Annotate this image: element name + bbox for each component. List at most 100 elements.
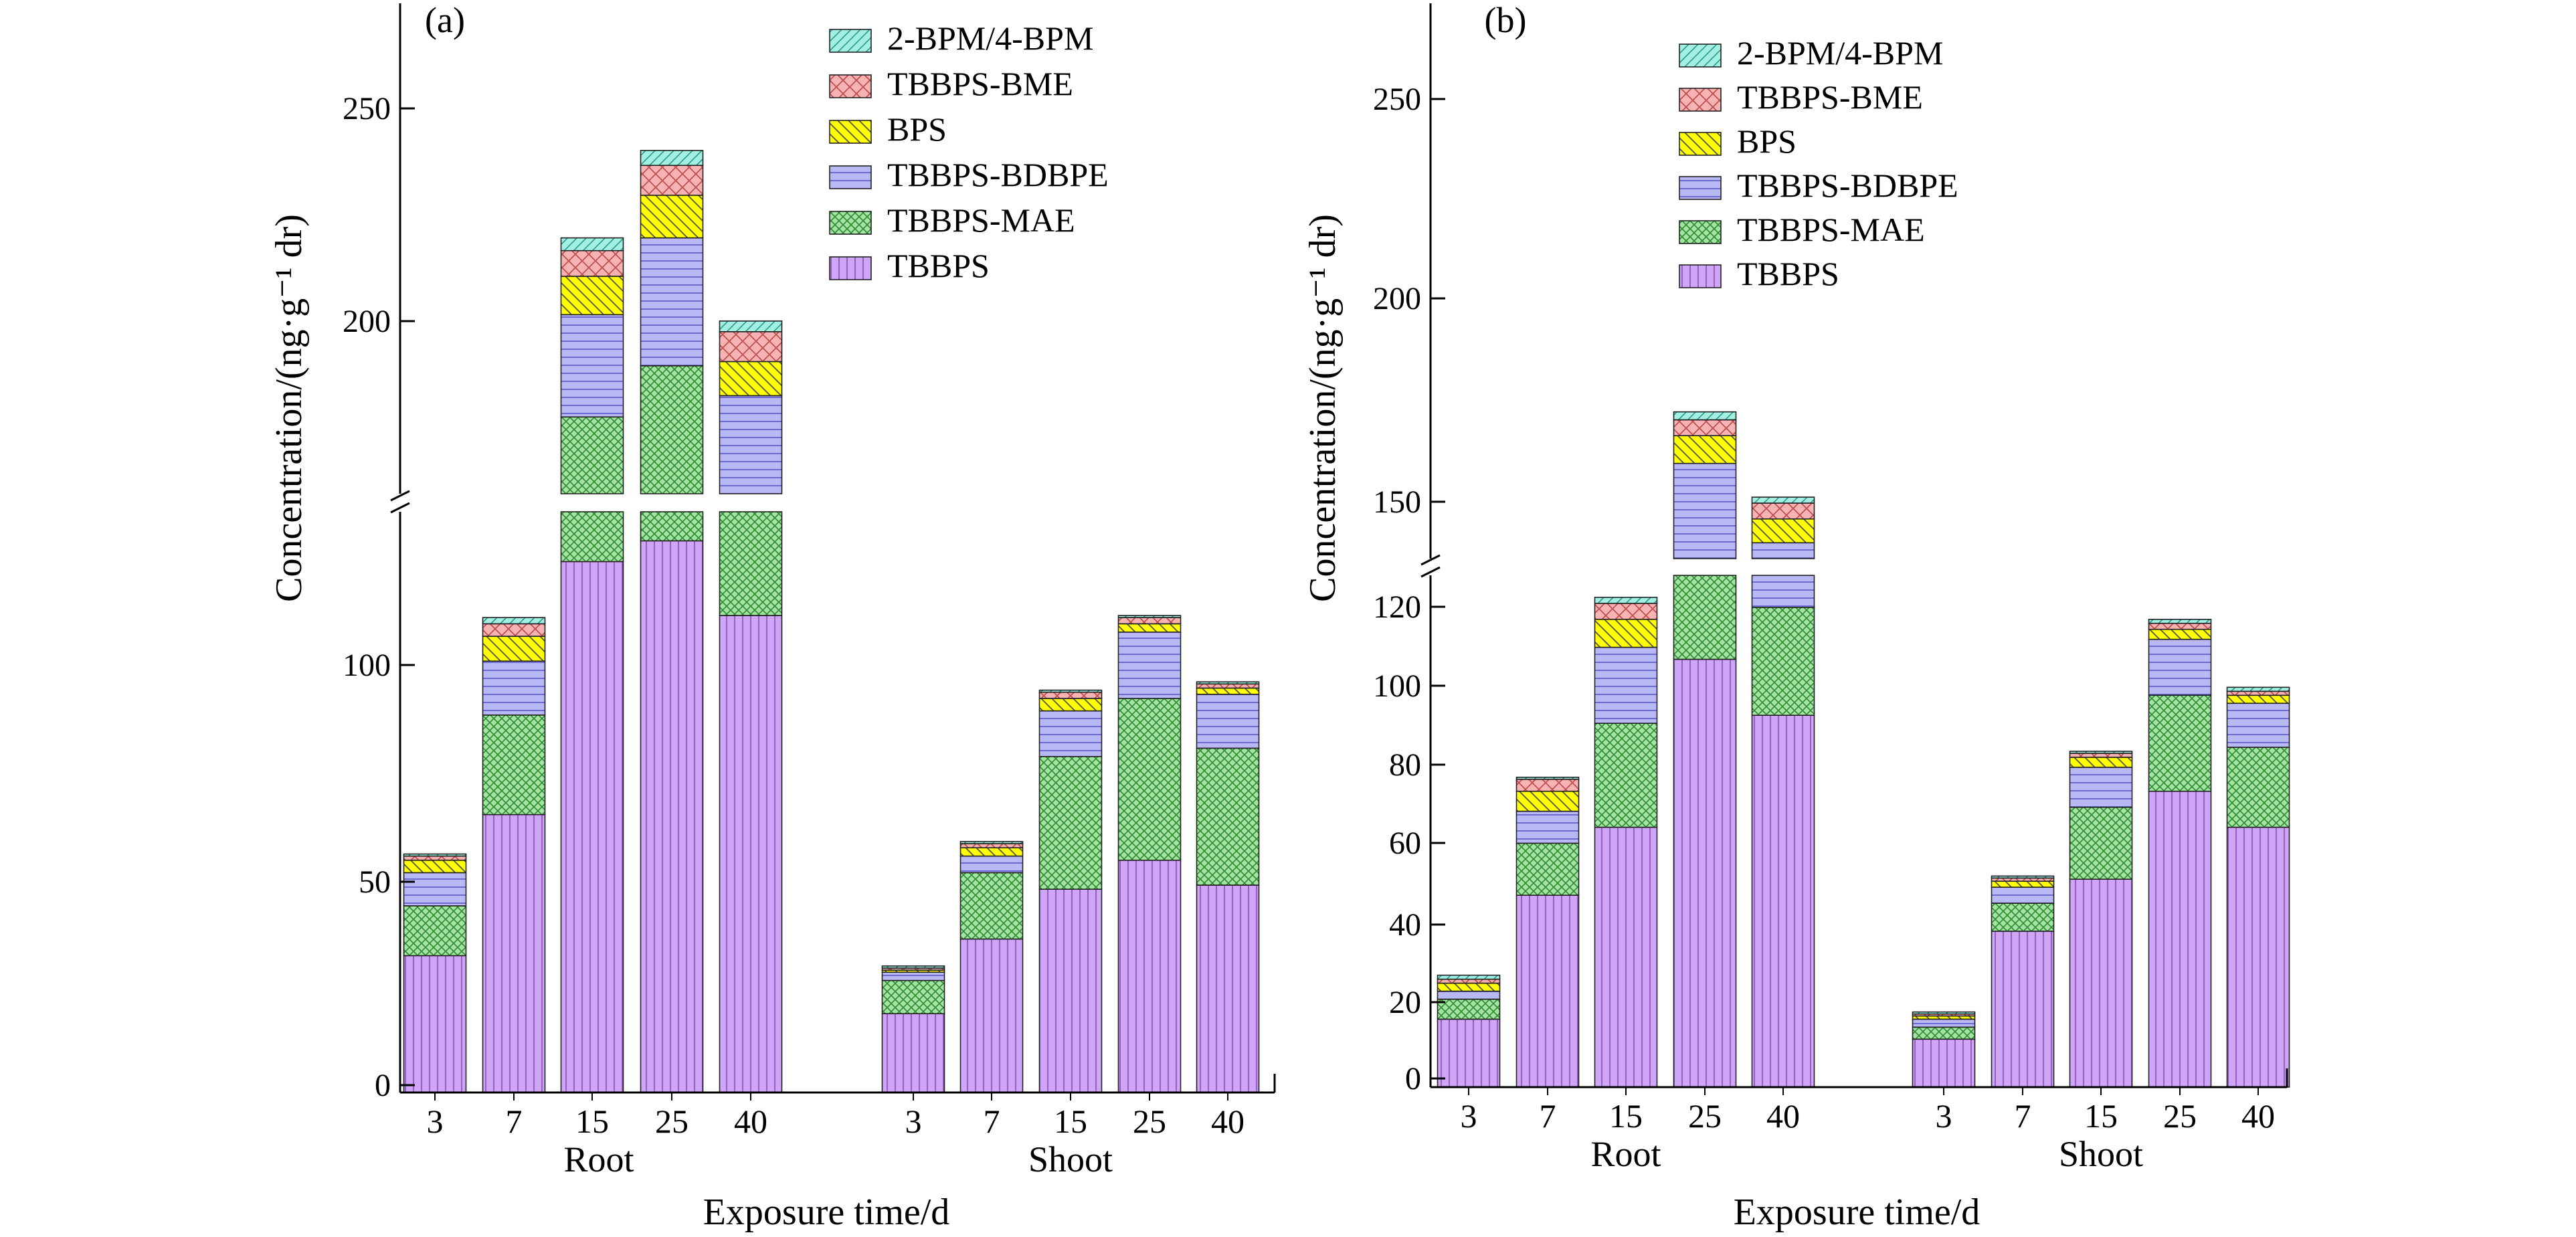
bar-root-40-tbbps-mae: [1751, 607, 1815, 716]
x-tick-label: 40: [734, 1103, 767, 1140]
x-tick-label: 7: [984, 1103, 1000, 1140]
bar-shoot-40-bps: [1196, 687, 1260, 695]
bar-root-40-tbbps: [1751, 715, 1815, 1088]
y-tick-label: 100: [1373, 668, 1421, 704]
bar-shoot-15-tbbps-mae: [2069, 806, 2133, 880]
y-tick-label: 40: [1389, 907, 1421, 943]
bar-root-40-tbbps-bme: [1751, 502, 1815, 520]
bar-shoot-40-tbbps-mae: [2226, 747, 2290, 828]
x-axis-title: Exposure time/d: [703, 1192, 950, 1233]
bar-root-3-2-bpm-4-bpm: [403, 853, 467, 857]
bar-root-25-bps: [1673, 435, 1737, 464]
legend-swatch-tbbps-bme: [1679, 88, 1722, 112]
bar-root-3-tbbps: [1437, 1018, 1501, 1088]
bar-root-15-tbbps: [560, 561, 624, 1093]
x-axis-title: Exposure time/d: [1734, 1192, 1981, 1233]
text-layer: 0 50 100 200 250 3 7 15 25 40 Root 3 7 15 25 40 Shoot Exp…: [268, 0, 2275, 1233]
bar-root-25-tbbps-bdbpe: [1673, 462, 1737, 559]
bar-shoot-25-2-bpm-4-bpm: [2148, 618, 2212, 624]
bar-shoot-15-tbbps-bme: [2069, 753, 2133, 758]
bar-root-15-tbbps-bme: [1594, 603, 1658, 620]
x-tick-label: 3: [1461, 1097, 1477, 1135]
bar-root-40-bps: [719, 361, 783, 397]
legend-swatch-bps: [1679, 132, 1722, 156]
bar-shoot-7-bps: [959, 847, 1024, 857]
bar-shoot-7-bps: [1991, 880, 2055, 888]
x-tick-label: 15: [1054, 1103, 1087, 1140]
y-tick-label: 200: [1373, 281, 1421, 316]
bar-shoot-15-tbbps: [2069, 878, 2133, 1088]
x-tick-label: 25: [2163, 1097, 2197, 1135]
y-tick-label: 50: [359, 864, 391, 900]
legend-label: TBBPS-BME: [887, 65, 1073, 102]
x-tick-label: 25: [1688, 1097, 1722, 1135]
bar-shoot-40-tbbps-bme: [2226, 690, 2290, 696]
bar-shoot-15-tbbps-bdbpe: [2069, 767, 2133, 808]
bar-root-7-tbbps: [482, 814, 546, 1093]
bar-shoot-40-tbbps-bdbpe: [1196, 694, 1260, 749]
legend-swatch-bps: [829, 120, 872, 144]
bar-root-15-bps: [560, 276, 624, 316]
bar-root-15-tbbps-bme: [560, 250, 624, 277]
bar-shoot-15-tbbps-bdbpe: [1038, 710, 1103, 757]
bar-root-3-tbbps-mae: [403, 905, 467, 957]
bar-root-25-2-bpm-4-bpm: [640, 150, 704, 167]
bar-shoot-25-bps: [2148, 628, 2212, 640]
bar-shoot-25-tbbps-mae: [2148, 694, 2212, 792]
bar-shoot-40-tbbps-bdbpe: [2226, 702, 2290, 748]
y-tick-label: 0: [1405, 1061, 1421, 1097]
bar-root-3-tbbps-mae: [1437, 998, 1501, 1020]
bar-root-15-2-bpm-4-bpm: [560, 237, 624, 252]
x-tick-label: 7: [506, 1103, 523, 1140]
bar-root-15-bps: [1594, 618, 1658, 648]
bar-shoot-40-bps: [2226, 694, 2290, 704]
bar-root-3-tbbps: [403, 955, 467, 1093]
x-tick-label: 3: [905, 1103, 922, 1140]
group-label: Root: [1590, 1134, 1661, 1174]
bar-root-7-tbbps-mae: [1515, 842, 1580, 896]
legend-label: TBBPS-MAE: [1737, 211, 1925, 248]
bar-shoot-15-bps: [2069, 757, 2133, 768]
bar-root-25-tbbps-bdbpe: [640, 237, 704, 367]
x-tick-label: 40: [1766, 1097, 1800, 1135]
bar-shoot-3-tbbps-mae: [1912, 1026, 1976, 1040]
y-tick-label: 80: [1389, 747, 1421, 783]
legend-swatch-tbbps-bdbpe: [1679, 176, 1722, 200]
group-label: Shoot: [1028, 1139, 1113, 1179]
bar-root-40-tbbps: [719, 615, 783, 1093]
bar-root-7-tbbps-mae: [482, 715, 546, 816]
bar-shoot-7-tbbps: [959, 938, 1024, 1093]
bar-shoot-15-2-bpm-4-bpm: [1038, 689, 1103, 693]
bar-shoot-7-tbbps-bdbpe: [959, 855, 1024, 874]
x-tick-label: 3: [427, 1103, 444, 1140]
axis-break-mark: [1420, 554, 1441, 566]
bar-shoot-15-bps: [1038, 698, 1103, 712]
x-tick-label: 3: [1936, 1097, 1952, 1135]
legend-label: TBBPS: [887, 247, 990, 284]
bar-root-25-tbbps-mae: [640, 365, 704, 494]
bar-root-25-tbbps-bme: [640, 165, 704, 196]
x-tick-label: 15: [2084, 1097, 2118, 1135]
bar-shoot-40-tbbps: [2226, 826, 2290, 1088]
bar-shoot-25-2-bpm-4-bpm: [1117, 615, 1182, 618]
bar-shoot-40-tbbps-mae: [1196, 747, 1260, 886]
bar-root-3-tbbps-bme: [403, 855, 467, 861]
group-label: Shoot: [2059, 1134, 2143, 1174]
bar-root-25-tbbps: [640, 540, 704, 1093]
bar-shoot-25-tbbps-bme: [2148, 622, 2212, 630]
y-tick-label: 250: [343, 91, 391, 126]
x-tick-label: 15: [575, 1103, 609, 1140]
bar-root-40-2-bpm-4-bpm: [719, 320, 783, 332]
axes-panel-a: [390, 3, 1276, 1101]
bar-root-7-tbbps-bme: [482, 623, 546, 637]
bar-shoot-7-tbbps-mae: [1991, 902, 2055, 932]
x-tick-label: 7: [2015, 1097, 2031, 1135]
bar-root-7-2-bpm-4-bpm: [482, 617, 546, 625]
axis-break-mark: [390, 490, 410, 502]
legend-swatch-tbbps-mae: [1679, 220, 1722, 244]
bar-root-7-bps: [482, 636, 546, 662]
bar-shoot-25-tbbps: [1117, 860, 1182, 1093]
bar-root-3-bps: [403, 860, 467, 874]
